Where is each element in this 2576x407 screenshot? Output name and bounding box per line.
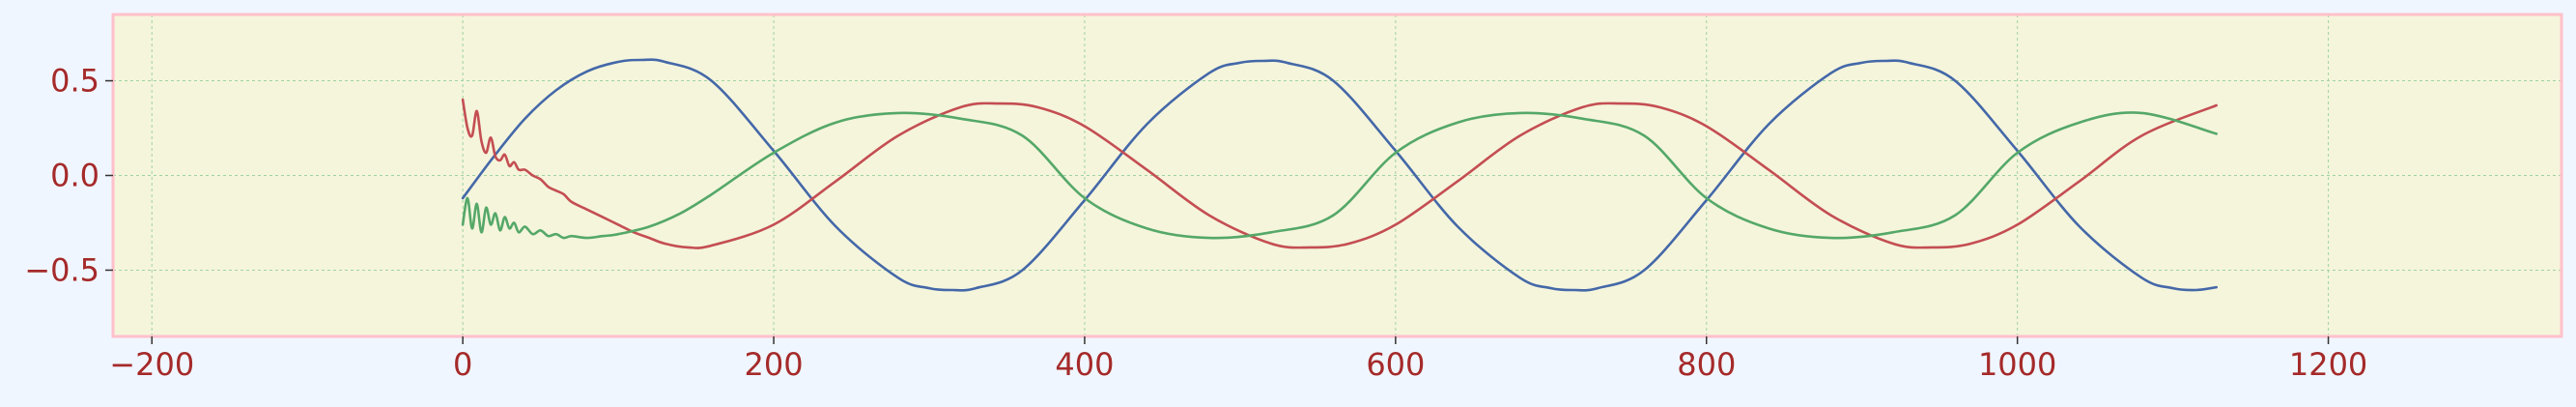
y-tick-label: −0.5 (24, 251, 99, 288)
x-tick-label: 0 (453, 346, 472, 383)
y-axis: −0.5 0.0 0.5 (24, 63, 113, 288)
series-line-2 (461, 98, 2218, 249)
x-tick-label: 200 (745, 346, 804, 383)
x-tick-label: 600 (1366, 346, 1425, 383)
series-line-3 (461, 111, 2218, 240)
y-tick-label: 0.0 (50, 158, 99, 194)
x-tick-label: 1200 (2289, 346, 2367, 383)
series-line-1 (461, 58, 2218, 292)
x-tick-label: −200 (109, 346, 194, 383)
x-tick-label: 1000 (1978, 346, 2056, 383)
y-tick-label: 0.5 (50, 63, 99, 100)
x-axis: −200 0 200 400 600 800 1000 1200 (109, 336, 2367, 383)
x-tick-label: 800 (1677, 346, 1736, 383)
grid-lines (113, 15, 2562, 336)
series-lines (461, 58, 2218, 292)
x-tick-label: 400 (1055, 346, 1114, 383)
